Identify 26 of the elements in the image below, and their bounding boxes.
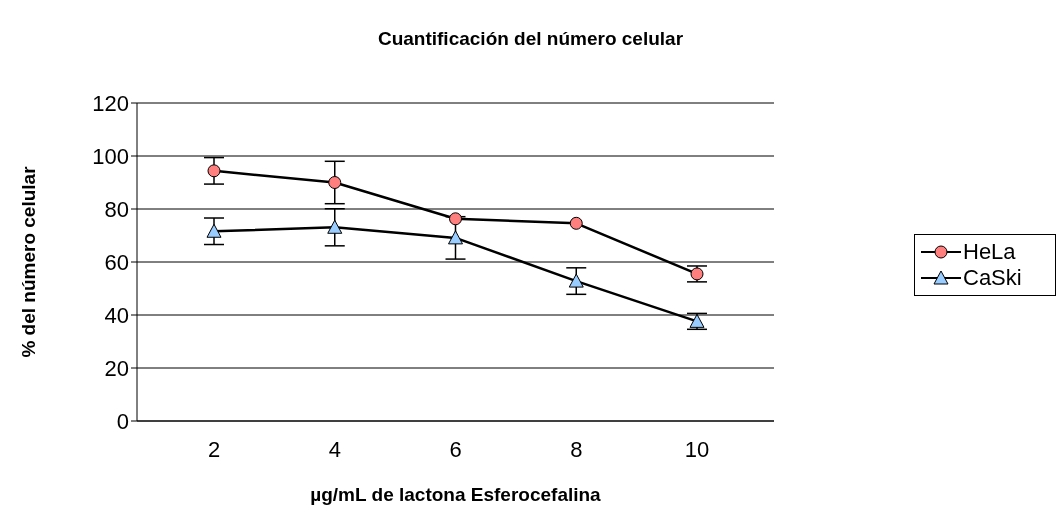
y-tick-label: 20	[104, 355, 129, 381]
point	[568, 273, 584, 288]
x-tick-label: 8	[570, 436, 583, 462]
point	[690, 267, 704, 281]
chart-title: Cuantificación del número celular	[376, 28, 685, 50]
point	[327, 219, 343, 234]
point	[569, 216, 583, 230]
point	[206, 223, 222, 238]
point	[207, 164, 221, 178]
y-tick-label: 40	[104, 302, 129, 328]
point	[328, 176, 342, 189]
x-axis-title: µg/mL de lactona Esferocefalina	[310, 484, 602, 505]
y-tick-label: 80	[104, 196, 129, 222]
y-tick-label: 0	[116, 408, 129, 434]
y-axis-title: % del número celular	[17, 165, 39, 358]
x-tick-label: 4	[328, 436, 341, 462]
legend-label: CaSki	[963, 264, 1022, 291]
x-tick-label: 10	[684, 436, 710, 462]
legend-label: HeLa	[963, 238, 1016, 265]
y-tick-label: 60	[104, 249, 129, 275]
point	[448, 230, 463, 245]
point	[449, 212, 462, 226]
x-tick-label: 2	[207, 436, 221, 462]
y-tick-label: 100	[92, 143, 129, 169]
x-tick-label: 6	[449, 436, 462, 462]
y-tick-label: 120	[92, 90, 129, 116]
